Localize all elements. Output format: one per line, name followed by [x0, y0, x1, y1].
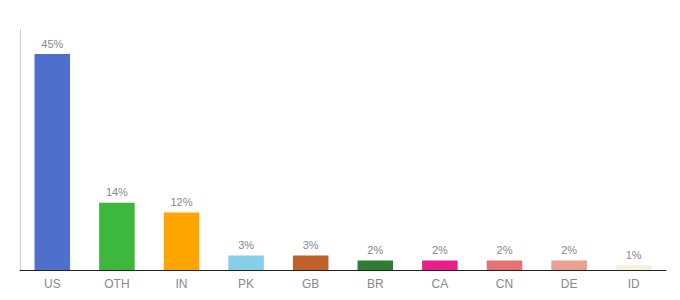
- svg-text:12%: 12%: [170, 196, 192, 208]
- svg-text:2%: 2%: [561, 244, 577, 256]
- svg-text:2%: 2%: [432, 244, 448, 256]
- svg-text:2%: 2%: [367, 244, 383, 256]
- svg-text:DE: DE: [561, 277, 578, 291]
- svg-text:US: US: [44, 277, 61, 291]
- svg-text:IN: IN: [176, 277, 188, 291]
- svg-text:GB: GB: [302, 277, 319, 291]
- svg-text:2%: 2%: [497, 244, 513, 256]
- svg-text:OTH: OTH: [104, 277, 129, 291]
- svg-text:ID: ID: [628, 277, 640, 291]
- svg-text:CN: CN: [496, 277, 513, 291]
- svg-text:PK: PK: [238, 277, 254, 291]
- svg-text:BR: BR: [367, 277, 384, 291]
- svg-text:CA: CA: [432, 277, 449, 291]
- svg-text:14%: 14%: [106, 186, 128, 198]
- svg-text:3%: 3%: [238, 239, 254, 251]
- svg-text:1%: 1%: [626, 249, 642, 261]
- svg-text:45%: 45%: [41, 38, 63, 50]
- svg-text:3%: 3%: [303, 239, 319, 251]
